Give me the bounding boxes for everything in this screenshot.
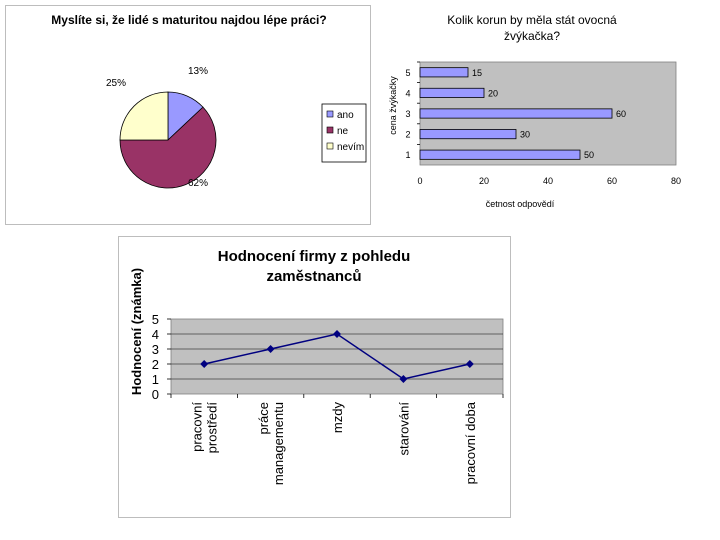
data-point-marker [399,375,408,383]
legend-label: ne [337,126,349,137]
pie-chart-panel: Myslíte si, že lidé s maturitou najdou l… [5,5,371,225]
legend-swatch [326,126,334,134]
y-tick-label: 3 [152,342,159,357]
y-tick-label: 2 [152,357,159,372]
data-point-marker [333,330,341,338]
data-point-marker [200,360,209,368]
x-tick-label-group: starování [396,402,411,456]
legend-swatch [326,142,334,150]
x-tick-label: pracovní [190,402,205,452]
legend-swatch [326,110,334,118]
data-point-marker [465,360,474,368]
x-tick-label: pracovní doba [463,401,478,484]
x-tick-label: mzdy [330,402,345,434]
y-tick-label: 2 [405,130,410,140]
bar-value-label: 50 [584,150,594,160]
legend-label: nevím [337,142,364,153]
bar [419,87,485,98]
x-tick-label: 40 [543,176,553,186]
y-tick-label: 1 [405,150,410,160]
bar [419,67,469,78]
x-tick-label: 20 [479,176,489,186]
y-tick-label: 5 [405,68,410,78]
x-tick-label: 60 [607,176,617,186]
line-chart-title: Hodnocení firmy z pohledu zaměstnanců [217,248,411,285]
x-tick-label: managementu [271,402,286,485]
bar-chart-panel: Kolik korun by měla stát ovocná žvýkačka… [380,5,715,215]
x-tick-label-group: práce managementu [256,402,286,485]
pie-slice-label: 62% [188,178,208,189]
pie-slice-label: 25% [106,78,126,89]
bar-value-label: 60 [616,109,626,119]
pie-chart-title: Myslíte si, že lidé s maturitou najdou l… [51,13,327,27]
x-tick-label: práce [256,402,271,435]
bar [419,129,517,140]
x-tick-label: starování [396,402,411,456]
bar-value-label: 30 [520,130,530,140]
y-axis-label: cena žvýkačky [388,76,398,135]
bar [419,149,581,160]
bar-value-label: 15 [472,68,482,78]
pie-chart: 13% 62% 25% ano ne nevím [106,66,367,189]
x-tick-label: prostředí [205,402,220,454]
pie-slice-label: 13% [188,66,208,77]
pie-slice [119,91,169,141]
bar-value-label: 20 [488,88,498,98]
x-tick-label-group: pracovní prostředí [190,402,220,454]
y-tick-label: 0 [152,387,159,402]
legend-label: ano [337,110,354,121]
bar-chart-title: Kolik korun by měla stát ovocná žvýkačka… [447,13,617,43]
x-axis-label: četnost odpovědí [486,199,555,209]
y-tick-label: 1 [152,372,159,387]
y-tick-label: 4 [152,327,159,342]
x-tick-label-group: pracovní doba [463,401,478,484]
data-point-marker [266,345,275,353]
x-tick-label-group: mzdy [330,402,345,434]
y-tick-label: 3 [405,109,410,119]
pie-slice [119,106,217,189]
line-plot-area [170,318,504,395]
y-tick-label: 4 [405,88,410,98]
x-tick-label: 0 [417,176,422,186]
y-axis-label: Hodnocení (známka) [129,268,144,395]
y-tick-label: 5 [152,312,159,327]
x-tick-label: 80 [671,176,681,186]
bar [419,108,613,119]
